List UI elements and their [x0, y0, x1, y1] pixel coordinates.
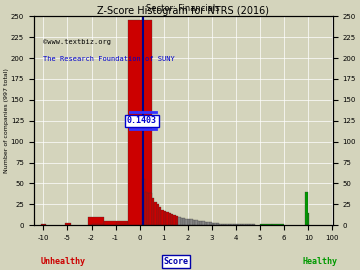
Bar — [87, 217, 104, 225]
Bar — [212, 223, 214, 225]
Bar — [305, 192, 309, 225]
Bar — [224, 224, 226, 225]
Bar — [147, 194, 149, 225]
Text: Sector: Financials: Sector: Financials — [147, 4, 220, 13]
Bar — [205, 222, 207, 225]
Bar — [219, 224, 222, 225]
Bar — [202, 221, 205, 225]
Bar — [231, 224, 234, 225]
Bar — [164, 211, 166, 225]
Bar — [128, 21, 152, 225]
Bar — [41, 224, 46, 225]
Bar — [168, 213, 171, 225]
Bar — [152, 198, 154, 225]
Bar — [181, 218, 183, 225]
Bar — [149, 194, 152, 225]
Bar — [116, 223, 140, 225]
Bar — [195, 220, 198, 225]
Bar — [251, 224, 253, 225]
Y-axis label: Number of companies (997 total): Number of companies (997 total) — [4, 68, 9, 173]
Bar — [198, 221, 200, 225]
Bar — [217, 223, 219, 225]
Bar — [171, 214, 174, 225]
Bar — [236, 224, 238, 225]
Bar — [210, 222, 212, 225]
Bar — [222, 224, 224, 225]
Bar — [65, 223, 72, 225]
Bar — [174, 215, 176, 225]
Bar — [159, 207, 161, 225]
Bar — [272, 224, 284, 225]
Bar — [154, 202, 157, 225]
Text: Score: Score — [163, 257, 188, 266]
Title: Z-Score Histogram for NTRS (2016): Z-Score Histogram for NTRS (2016) — [97, 5, 269, 15]
Bar — [176, 216, 178, 225]
Bar — [214, 223, 217, 225]
Bar — [241, 224, 243, 225]
Text: ©www.textbiz.org: ©www.textbiz.org — [43, 39, 111, 45]
Bar — [246, 224, 248, 225]
Text: The Research Foundation of SUNY: The Research Foundation of SUNY — [43, 56, 175, 62]
Bar — [226, 224, 229, 225]
Bar — [190, 220, 193, 225]
Bar — [248, 224, 251, 225]
Bar — [253, 224, 255, 225]
Bar — [188, 220, 190, 225]
Bar — [166, 212, 168, 225]
Bar — [200, 221, 202, 225]
Bar — [144, 192, 147, 225]
Bar — [234, 224, 236, 225]
Text: Unhealthy: Unhealthy — [40, 257, 85, 266]
Bar — [183, 218, 185, 225]
Bar — [193, 220, 195, 225]
Text: 0.1403: 0.1403 — [127, 116, 157, 125]
Bar — [178, 217, 181, 225]
Text: Healthy: Healthy — [302, 257, 337, 266]
Bar — [157, 204, 159, 225]
Bar — [207, 222, 210, 225]
Bar — [229, 224, 231, 225]
Bar — [185, 218, 188, 225]
Bar — [142, 179, 144, 225]
Bar — [260, 224, 272, 225]
Bar — [243, 224, 246, 225]
Bar — [161, 210, 164, 225]
Bar — [91, 224, 116, 225]
Bar — [104, 221, 128, 225]
Bar — [238, 224, 241, 225]
